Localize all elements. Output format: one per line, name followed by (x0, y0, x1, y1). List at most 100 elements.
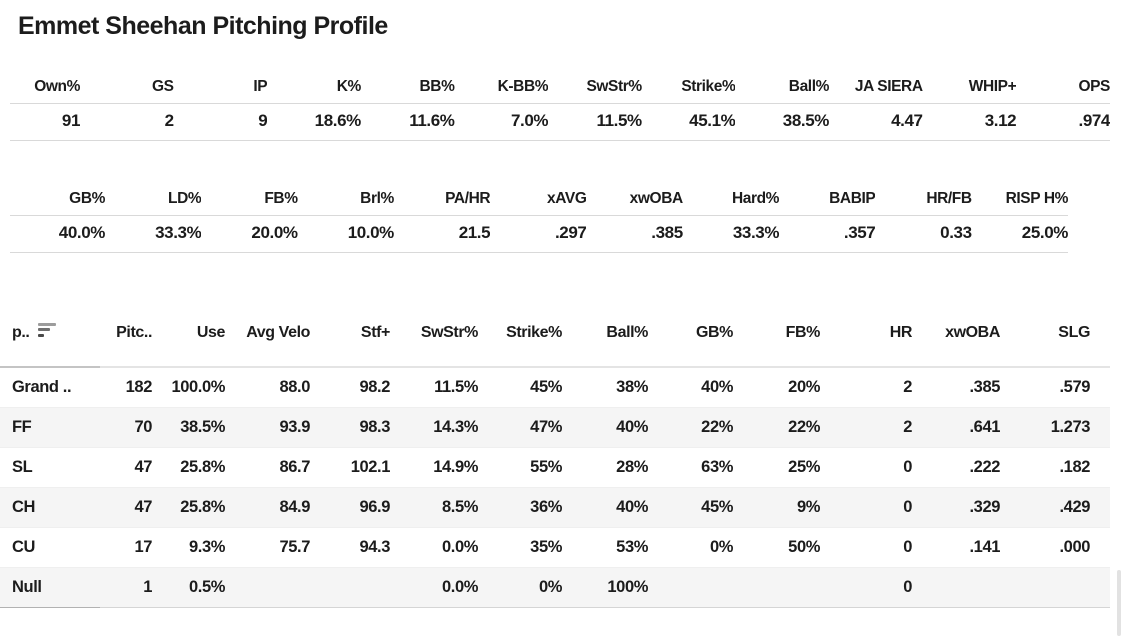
pitch-row-grand: Grand .. 182 100.0% 88.0 98.2 11.5% 45% 38% 40% 2… (0, 367, 1110, 408)
sort-descending-icon[interactable] (38, 322, 57, 340)
summary-2-value-5: .297 (490, 215, 587, 253)
stat-cell: 36% (478, 487, 562, 528)
summary-2-header-row: GB% LD% FB% Brl% PA/HR xAVG xwOBA Hard% BABIP HR/… (10, 190, 1068, 216)
pitch-column-header-0[interactable]: p.. (0, 316, 100, 368)
stat-cell: 45% (648, 487, 733, 528)
stat-cell: 25.8% (152, 447, 225, 488)
stat-cell: 98.2 (310, 367, 390, 408)
stat-cell: 25% (733, 447, 820, 488)
pitch-column-header-12[interactable]: SLG (1000, 316, 1110, 368)
pitch-row-null: Null 1 0.5% 0.0% 0% 100% 0 (0, 567, 1110, 608)
summary-1-value-4: 11.6% (360, 103, 455, 141)
summary-2-header-9: HR/FB (875, 190, 972, 216)
summary-1-header-3: K% (267, 78, 361, 104)
summary-1-value-2: 9 (173, 103, 268, 141)
stat-cell: 9% (733, 487, 820, 528)
summary-2-header-2: FB% (201, 190, 298, 216)
pitch-row-sl: SL 47 25.8% 86.7 102.1 14.9% 55% 28% 63% 25% 0.222… (0, 447, 1110, 488)
summary-1-value-3: 18.6% (267, 103, 361, 141)
summary-1-header-1: GS (80, 78, 174, 104)
pitch-type-label: CU (0, 527, 100, 568)
stat-cell: 100% (562, 567, 648, 608)
stat-cell (225, 567, 310, 608)
stat-cell: 40% (562, 487, 648, 528)
summary-2-value-4: 21.5 (393, 215, 491, 253)
summary-2-header-4: PA/HR (393, 190, 491, 216)
summary-2-value-3: 10.0% (297, 215, 394, 253)
pitch-row-ch: CH 47 25.8% 84.9 96.9 8.5% 36% 40% 45% 9% 0.329.42… (0, 487, 1110, 528)
stat-cell: 96.9 (310, 487, 390, 528)
pitch-column-header-10[interactable]: HR (820, 316, 912, 368)
stat-cell: .429 (1000, 487, 1110, 528)
summary-2-header-8: BABIP (779, 190, 876, 216)
stat-cell: 75.7 (225, 527, 310, 568)
stat-cell: 9.3% (152, 527, 225, 568)
summary-1-header-row: Own% GS IP K% BB% K-BB% SwStr% Strike% Ball% JA S… (10, 78, 1110, 104)
summary-2-value-9: 0.33 (875, 215, 972, 253)
pitch-type-label: CH (0, 487, 100, 528)
stat-cell: .579 (1000, 367, 1110, 408)
pitch-column-header-9[interactable]: FB% (733, 316, 820, 368)
stat-cell: 70 (100, 407, 152, 448)
summary-2-value-10: 25.0% (971, 215, 1068, 253)
stat-cell (912, 567, 1000, 608)
stat-cell: 0.5% (152, 567, 225, 608)
summary-1-value-5: 7.0% (454, 103, 549, 141)
summary-1-value-7: 45.1% (641, 103, 736, 141)
summary-1-header-9: JA SIERA (829, 78, 923, 104)
stat-cell: 53% (562, 527, 648, 568)
stat-cell: 28% (562, 447, 648, 488)
stat-cell: 14.3% (390, 407, 478, 448)
stat-cell: 100.0% (152, 367, 225, 408)
stat-cell: 93.9 (225, 407, 310, 448)
stat-cell: 0% (648, 527, 733, 568)
summary-1-header-0: Own% (10, 78, 80, 104)
pitch-type-label: Null (0, 567, 100, 608)
summary-2-header-10: RISP H% (971, 190, 1068, 216)
stat-cell: 22% (733, 407, 820, 448)
pitch-table-header-row: p.. Pitc.. Use Avg Velo Stf+ SwStr% Strike% Bal… (0, 316, 1110, 368)
stat-cell: 84.9 (225, 487, 310, 528)
stat-cell: 1 (100, 567, 152, 608)
vertical-scrollbar-thumb[interactable] (1117, 570, 1121, 636)
pitch-column-header-1[interactable]: Pitc.. (100, 316, 152, 368)
summary-1-value-10: 3.12 (922, 103, 1017, 141)
summary-1-value-8: 38.5% (735, 103, 829, 141)
pitch-column-header-2[interactable]: Use (152, 316, 225, 368)
stat-cell: 20% (733, 367, 820, 408)
pitch-column-header-8[interactable]: GB% (648, 316, 733, 368)
stat-cell: 55% (478, 447, 562, 488)
stat-cell: 182 (100, 367, 152, 408)
summary-1-header-6: SwStr% (548, 78, 642, 104)
stat-cell: 45% (478, 367, 562, 408)
stat-cell: 38% (562, 367, 648, 408)
stat-cell: 86.7 (225, 447, 310, 488)
stat-cell: 0 (820, 527, 912, 568)
pitching-summary-table-1: Own% GS IP K% BB% K-BB% SwStr% Strike% Ball% JA S… (10, 78, 1110, 141)
stat-cell: 2 (820, 407, 912, 448)
pitch-column-header-5[interactable]: SwStr% (390, 316, 478, 368)
pitch-column-header-6[interactable]: Strike% (478, 316, 562, 368)
pitch-type-label: SL (0, 447, 100, 488)
stat-cell (310, 567, 390, 608)
stat-cell: 63% (648, 447, 733, 488)
pitch-column-header-4[interactable]: Stf+ (310, 316, 390, 368)
stat-cell: 14.9% (390, 447, 478, 488)
stat-cell: 0 (820, 567, 912, 608)
summary-1-value-11: .974 (1016, 103, 1110, 141)
pitching-summary-table-2: GB% LD% FB% Brl% PA/HR xAVG xwOBA Hard% BABIP HR/… (10, 190, 1068, 253)
stat-cell: 47% (478, 407, 562, 448)
summary-1-header-5: K-BB% (454, 78, 549, 104)
pitch-column-header-7[interactable]: Ball% (562, 316, 648, 368)
stat-cell: 35% (478, 527, 562, 568)
summary-2-header-6: xwOBA (586, 190, 683, 216)
summary-1-value-1: 2 (80, 103, 174, 141)
summary-2-header-1: LD% (105, 190, 202, 216)
stat-cell: 47 (100, 447, 152, 488)
pitch-column-header-11[interactable]: xwOBA (912, 316, 1000, 368)
pitch-column-header-3[interactable]: Avg Velo (225, 316, 310, 368)
summary-2-header-0: GB% (10, 190, 105, 216)
pitch-row-ff: FF 70 38.5% 93.9 98.3 14.3% 47% 40% 22% 22% 2.641 1… (0, 407, 1110, 448)
stat-cell: 98.3 (310, 407, 390, 448)
summary-2-value-8: .357 (779, 215, 876, 253)
